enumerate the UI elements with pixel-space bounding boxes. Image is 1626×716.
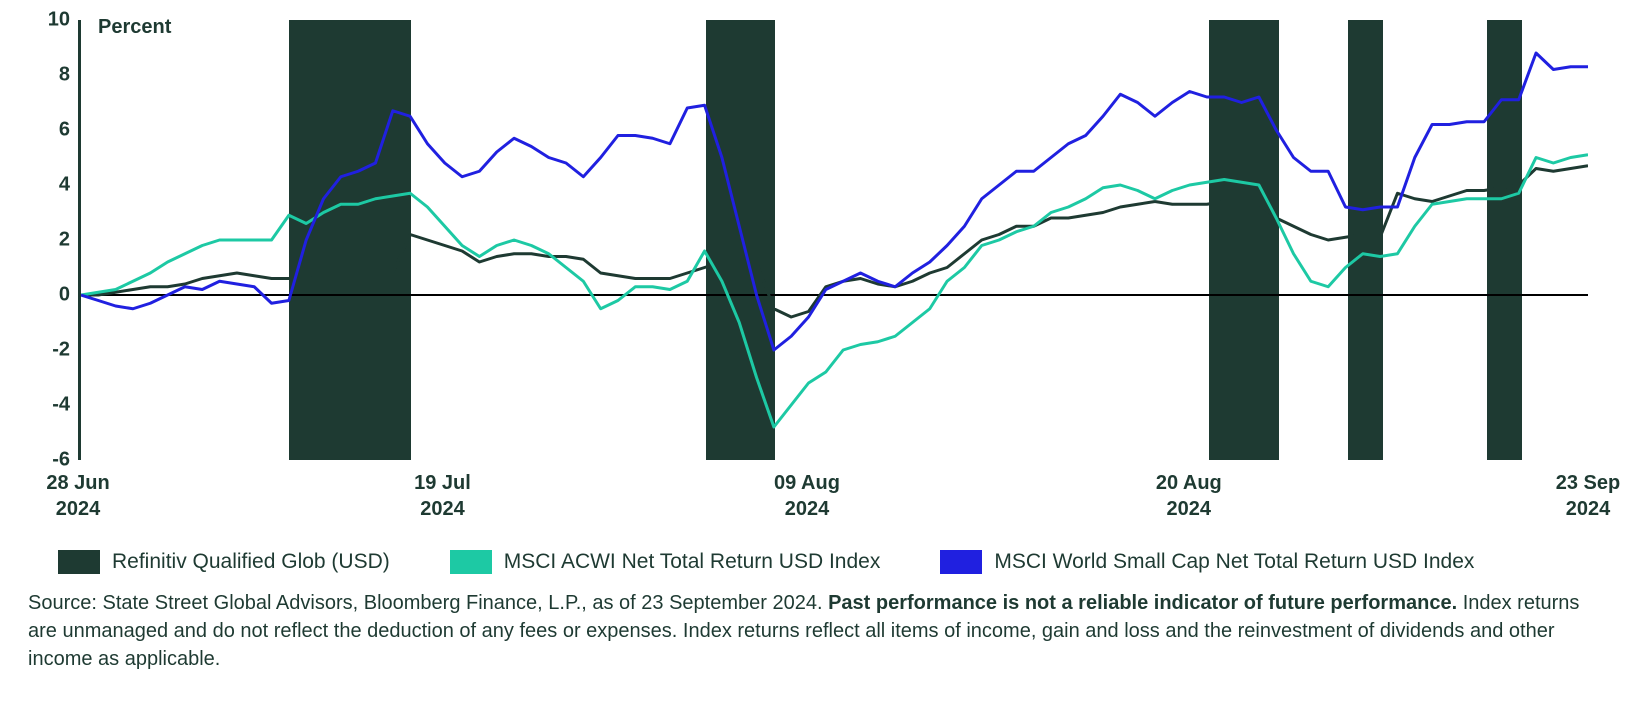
x-tick-label: 20 Aug2024 [1156, 470, 1222, 522]
series-line [81, 155, 1588, 427]
legend-swatch [58, 550, 100, 574]
x-tick-label: 09 Aug2024 [774, 470, 840, 522]
source-text: Source: State Street Global Advisors, Bl… [28, 589, 1598, 673]
y-tick-label: -2 [28, 339, 70, 362]
y-tick-label: -4 [28, 394, 70, 417]
x-tick-label: 23 Sep2024 [1556, 470, 1620, 522]
legend-label: Refinitiv Qualified Glob (USD) [112, 550, 390, 574]
y-tick-label: 10 [28, 9, 70, 32]
line-layer [81, 20, 1588, 460]
y-tick-label: 0 [28, 284, 70, 307]
legend-item: MSCI ACWI Net Total Return USD Index [450, 550, 881, 574]
source-bold: Past performance is not a reliable indic… [828, 592, 1457, 614]
legend-label: MSCI World Small Cap Net Total Return US… [994, 550, 1474, 574]
plot-area [78, 20, 1588, 460]
legend-swatch [940, 550, 982, 574]
legend: Refinitiv Qualified Glob (USD) MSCI ACWI … [28, 550, 1598, 574]
legend-label: MSCI ACWI Net Total Return USD Index [504, 550, 881, 574]
series-line [81, 53, 1588, 350]
y-tick-label: 6 [28, 119, 70, 142]
x-tick-label: 19 Jul2024 [414, 470, 471, 522]
legend-item: Refinitiv Qualified Glob (USD) [58, 550, 390, 574]
legend-item: MSCI World Small Cap Net Total Return US… [940, 550, 1474, 574]
legend-swatch [450, 550, 492, 574]
y-tick-label: 4 [28, 174, 70, 197]
y-tick-label: 2 [28, 229, 70, 252]
source-prefix: Source: State Street Global Advisors, Bl… [28, 592, 828, 614]
y-tick-label: 8 [28, 64, 70, 87]
y-tick-label: -6 [28, 449, 70, 472]
x-tick-label: 28 Jun2024 [46, 470, 109, 522]
chart-container: Percent -6-4-2024681028 Jun202419 Jul202… [28, 10, 1598, 510]
